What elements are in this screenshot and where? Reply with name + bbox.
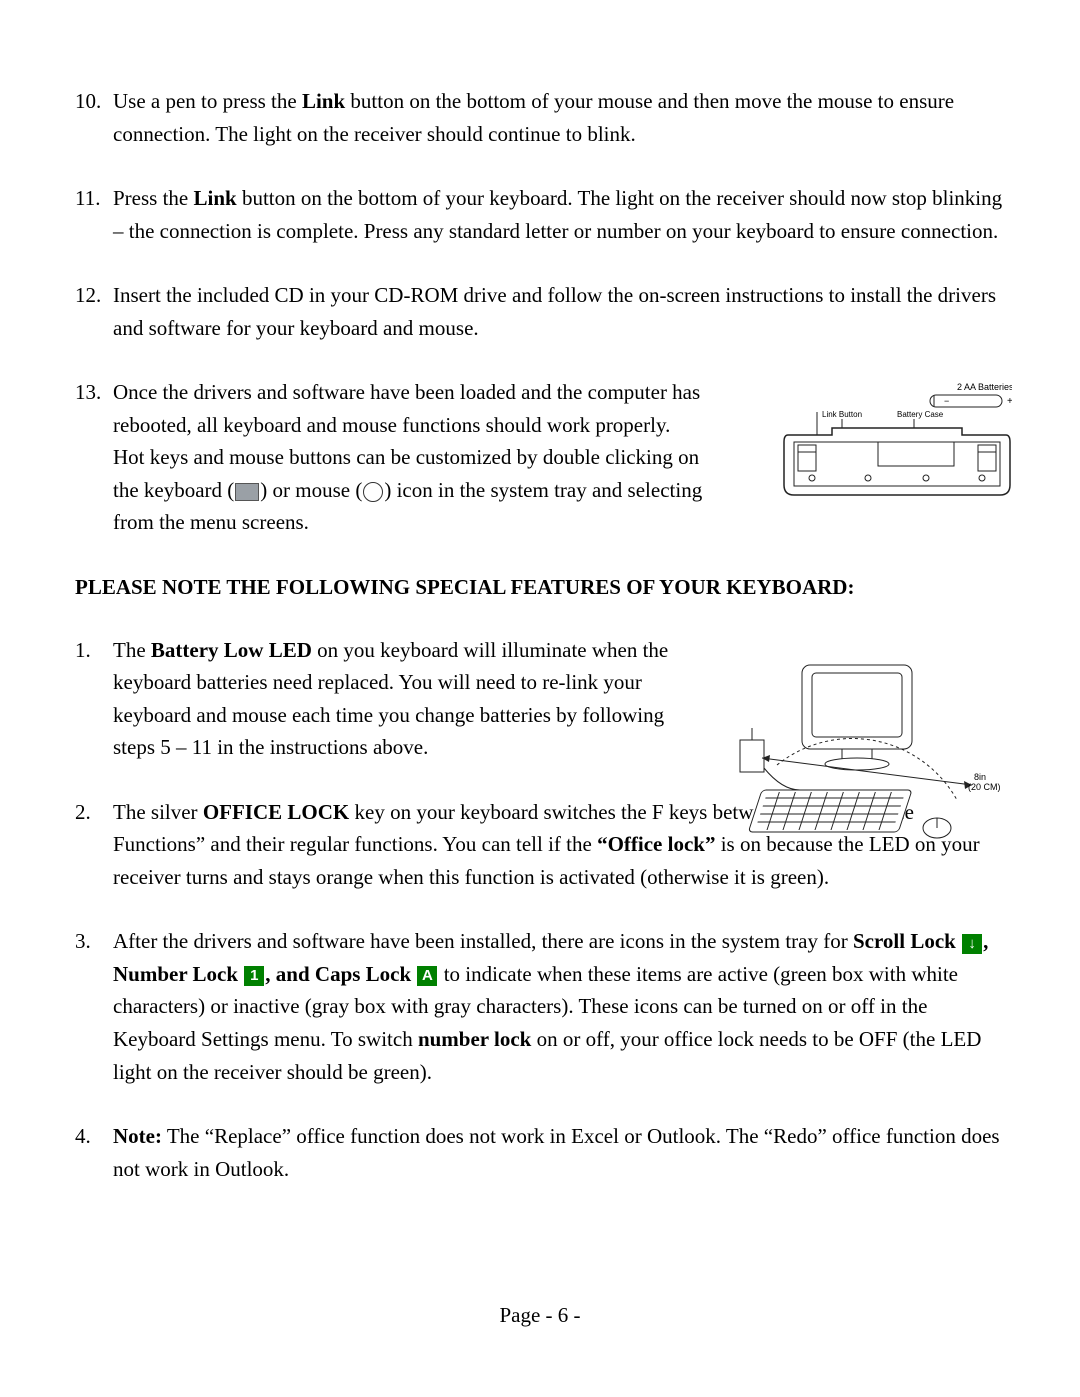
list-number: 4. bbox=[75, 1120, 113, 1185]
list-item: 10.Use a pen to press the Link button on… bbox=[75, 85, 1005, 150]
list-number: 11. bbox=[75, 182, 113, 247]
list-body: Use a pen to press the Link button on th… bbox=[113, 85, 1005, 150]
list-body: Once the drivers and software have been … bbox=[113, 376, 703, 539]
lock-indicator-icon: ↓ bbox=[962, 934, 982, 954]
section-heading: PLEASE NOTE THE FOLLOWING SPECIAL FEATUR… bbox=[75, 571, 1005, 604]
page-footer: Page - 6 - bbox=[0, 1299, 1080, 1332]
document-page: 10.Use a pen to press the Link button on… bbox=[0, 0, 1080, 1397]
figure-keyboard-back: 2 AA Batteries − + Link Button Battery C… bbox=[782, 380, 1012, 500]
list-number: 3. bbox=[75, 925, 113, 1088]
keyboard-tray-icon bbox=[235, 483, 259, 501]
list-item: 11.Press the Link button on the bottom o… bbox=[75, 182, 1005, 247]
caption-2aa: 2 AA Batteries bbox=[957, 382, 1012, 392]
lock-indicator-icon: 1 bbox=[244, 966, 264, 986]
list-item: 12.Insert the included CD in your CD-ROM… bbox=[75, 279, 1005, 344]
footer-pagenum: 6 bbox=[558, 1303, 569, 1327]
list-number: 12. bbox=[75, 279, 113, 344]
list-number: 2. bbox=[75, 796, 113, 894]
svg-text:Battery Case: Battery Case bbox=[897, 410, 944, 419]
footer-prefix: Page - bbox=[499, 1303, 557, 1327]
svg-text:−: − bbox=[944, 396, 949, 406]
svg-text:(20 CM): (20 CM) bbox=[968, 782, 1001, 792]
lock-indicator-icon: A bbox=[417, 966, 437, 986]
list-body: After the drivers and software have been… bbox=[113, 925, 1005, 1088]
list-item: 4.Note: The “Replace” office function do… bbox=[75, 1120, 1005, 1185]
list-item: 3.After the drivers and software have be… bbox=[75, 925, 1005, 1088]
svg-text:+: + bbox=[1007, 396, 1012, 407]
list-body: The Battery Low LED on you keyboard will… bbox=[113, 634, 703, 764]
svg-text:Link Button: Link Button bbox=[822, 410, 862, 419]
svg-text:8in: 8in bbox=[974, 772, 986, 782]
list-body: Insert the included CD in your CD-ROM dr… bbox=[113, 279, 1005, 344]
list-number: 10. bbox=[75, 85, 113, 150]
footer-suffix: - bbox=[568, 1303, 580, 1327]
mouse-tray-icon bbox=[363, 482, 383, 502]
list-body: Press the Link button on the bottom of y… bbox=[113, 182, 1005, 247]
figure-desk-setup: 8in (20 CM) bbox=[722, 650, 1012, 850]
list-body: Note: The “Replace” office function does… bbox=[113, 1120, 1005, 1185]
list-number: 13. bbox=[75, 376, 113, 539]
list-number: 1. bbox=[75, 634, 113, 764]
